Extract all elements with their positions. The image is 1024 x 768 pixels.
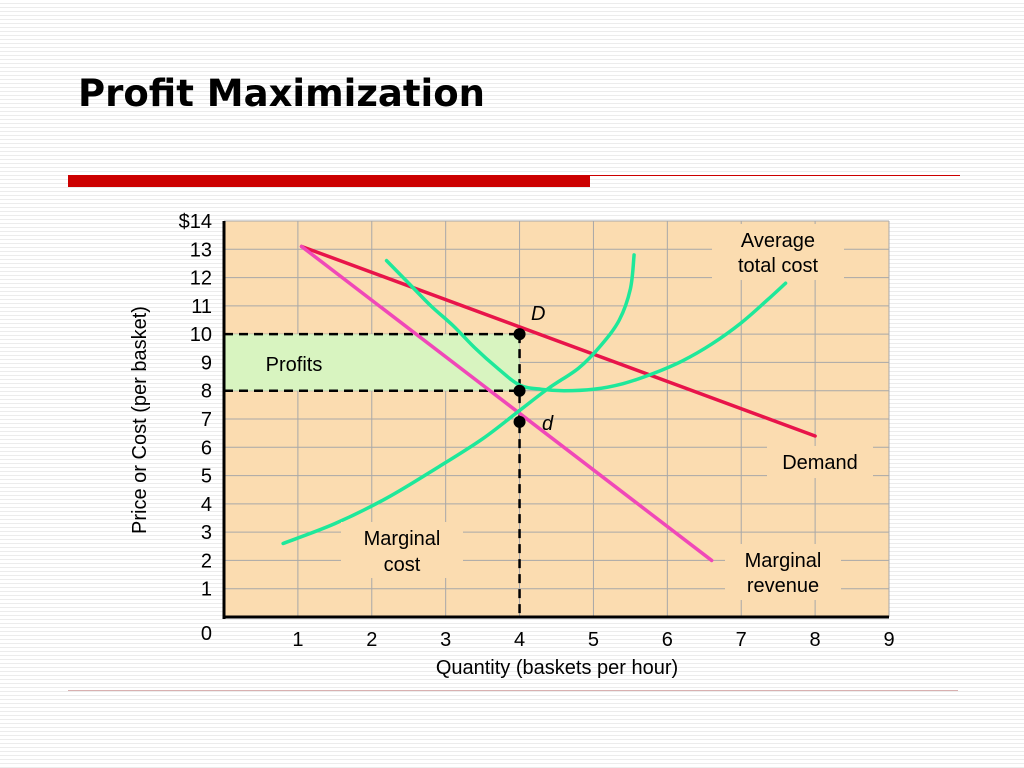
point-label-d: d — [542, 413, 554, 435]
mc-label-bg — [341, 522, 463, 578]
marginal-cost-curve — [281, 253, 636, 546]
atc-label-line1: Average — [741, 230, 815, 252]
x-axis-label: Quantity (baskets per hour) — [436, 657, 678, 679]
x-tick-label: 3 — [440, 629, 451, 651]
y-tick-label: 6 — [201, 437, 212, 459]
mr-label-line2: revenue — [747, 575, 819, 597]
intersection-point — [513, 328, 526, 341]
point-label-D: D — [531, 303, 545, 325]
intersection-points — [513, 328, 526, 428]
y-tick-label: $14 — [179, 211, 212, 233]
y-tick-label: 2 — [201, 550, 212, 572]
x-tick-label: 7 — [736, 629, 747, 651]
y-tick-label: 10 — [190, 324, 212, 346]
demand-curve — [299, 244, 817, 438]
mr-label-line1: Marginal — [745, 550, 822, 572]
y-tick-label: 1 — [201, 579, 212, 601]
title-rule — [68, 175, 590, 187]
demand-label-bg — [767, 446, 873, 478]
guide-lines — [224, 332, 521, 617]
average-total-cost-curve — [384, 258, 788, 393]
y-tick-label: 13 — [190, 239, 212, 261]
mc-label-line1: Marginal — [364, 528, 441, 550]
origin-label: 0 — [201, 623, 212, 645]
x-tick-label: 2 — [366, 629, 377, 651]
x-tick-label: 5 — [588, 629, 599, 651]
title-rule-extension — [590, 175, 960, 176]
mc-label-line2: cost — [384, 554, 421, 576]
demand-label: Demand — [782, 452, 858, 474]
footer-rule — [68, 690, 958, 691]
x-tick-label: 9 — [883, 629, 894, 651]
intersection-point — [513, 415, 526, 428]
y-tick-label: 11 — [191, 296, 212, 318]
y-tick-label: 12 — [190, 268, 212, 290]
slide-title: Profit Maximization — [78, 72, 485, 115]
intersection-point — [513, 384, 526, 397]
x-tick-label: 4 — [514, 629, 525, 651]
profits-label: Profits — [266, 354, 323, 376]
x-tick-label: 6 — [662, 629, 673, 651]
curves — [281, 244, 817, 563]
atc-label-line2: total cost — [738, 255, 818, 277]
atc-label-bg — [712, 224, 844, 280]
y-tick-label: 3 — [201, 522, 212, 544]
y-tick-label: 5 — [201, 466, 212, 488]
y-tick-label: 4 — [201, 494, 212, 516]
marginal-revenue-curve — [299, 244, 714, 563]
mr-label-bg — [725, 544, 841, 600]
x-tick-label: 1 — [292, 629, 303, 651]
x-tick-label: 8 — [810, 629, 821, 651]
y-tick-label: 9 — [201, 352, 212, 374]
profits-label-bg — [249, 347, 339, 379]
y-tick-label: 7 — [201, 409, 212, 431]
y-axis-label: Price or Cost (per basket) — [129, 306, 151, 534]
y-tick-label: 8 — [201, 381, 212, 403]
axes — [222, 221, 889, 619]
